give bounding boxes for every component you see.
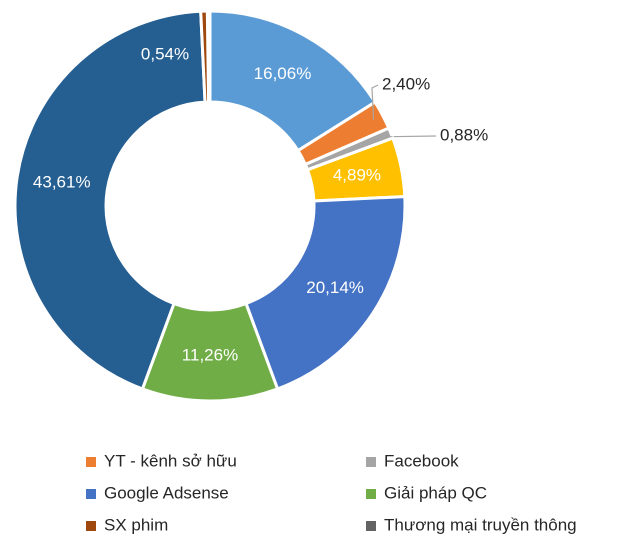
- legend-label: Google Adsense: [104, 483, 229, 502]
- legend-swatch: [86, 521, 96, 531]
- donut-segment: [199, 9, 211, 104]
- data-label: 4,89%: [333, 165, 381, 184]
- legend-swatch: [366, 521, 376, 531]
- legend-swatch: [366, 457, 376, 467]
- legend-swatch: [86, 489, 96, 499]
- legend-label: Giải pháp QC: [384, 483, 487, 502]
- donut-segment: [13, 9, 207, 391]
- data-label: 0,88%: [440, 125, 488, 144]
- legend-label: SX phim: [104, 515, 168, 534]
- data-label: 0,54%: [141, 44, 189, 63]
- leader-line: [371, 84, 379, 120]
- data-label: 20,14%: [306, 278, 364, 297]
- legend-swatch: [366, 489, 376, 499]
- legend-label: Thương mại truyền thông: [384, 515, 577, 534]
- data-label: 2,40%: [382, 74, 430, 93]
- legend-label: Facebook: [384, 451, 459, 470]
- data-label: 16,06%: [254, 64, 312, 83]
- leader-line: [381, 135, 437, 138]
- legend-swatch: [86, 457, 96, 467]
- data-label: 11,26%: [182, 345, 238, 364]
- data-label: 43,61%: [33, 173, 91, 192]
- donut-segment: [244, 194, 407, 391]
- legend-label: YT - kênh sở hữu: [104, 451, 237, 470]
